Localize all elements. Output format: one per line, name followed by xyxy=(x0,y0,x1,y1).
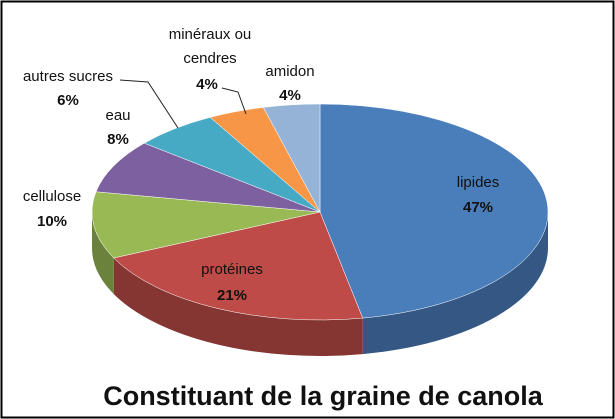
leader-line xyxy=(119,79,179,129)
slice-side xyxy=(362,212,548,355)
leader-line xyxy=(221,87,247,115)
slice-value-label: 21% xyxy=(217,287,247,304)
slice-label: eau xyxy=(105,107,130,124)
slice-value-label: 10% xyxy=(37,213,67,230)
slice-label: cellulose xyxy=(23,188,81,205)
slice-label: amidon xyxy=(265,63,314,80)
slice xyxy=(113,211,364,321)
label-line: minéraux ou xyxy=(169,26,252,43)
slice xyxy=(95,142,321,213)
slice-side xyxy=(92,212,114,294)
slice xyxy=(262,103,321,213)
slice-value-label: 4% xyxy=(196,76,218,93)
slice xyxy=(319,103,549,319)
slice-value-label: 4% xyxy=(279,87,301,104)
slice-label: protéines xyxy=(201,261,263,278)
slice-label: autres sucres xyxy=(23,68,113,85)
slice-side xyxy=(113,257,363,357)
label-line: cendres xyxy=(183,50,236,67)
slice-label: minéraux ou cendres xyxy=(169,26,252,67)
chart-title: Constituant de la graine de canola xyxy=(103,381,544,411)
slice-value-label: 8% xyxy=(107,131,129,148)
slice xyxy=(91,191,321,259)
slice-label: lipides xyxy=(457,174,500,191)
slice-value-label: 6% xyxy=(57,92,79,109)
slice-value-label: 47% xyxy=(463,199,493,216)
